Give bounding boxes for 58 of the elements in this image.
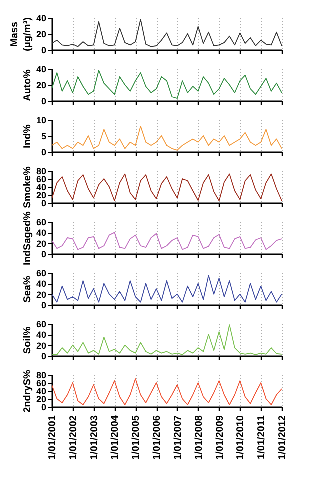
y-tick-label: 60: [36, 174, 46, 184]
y-tick-label: 10: [36, 116, 46, 126]
x-tick-label: 1/01/2009: [214, 415, 226, 460]
y-tick-label: 40: [36, 330, 46, 340]
x-tick-label: 1/01/2002: [68, 415, 80, 460]
y-tick-label: 40: [36, 14, 46, 24]
x-tick-label: 1/01/2005: [131, 415, 142, 460]
y-tick-label: 20: [36, 340, 46, 351]
y-tick-label: 40: [36, 64, 46, 74]
line-series: [52, 70, 282, 100]
y-tick-label: 20: [36, 238, 46, 249]
y-tick-label: 5: [41, 132, 46, 142]
y-tick-label: 80: [36, 166, 46, 176]
y-tick-label: 0: [41, 300, 46, 310]
line-series: [52, 275, 282, 303]
line-series: [52, 378, 282, 406]
y-axis-title: Sea%: [22, 276, 34, 303]
y-tick-label: 0: [41, 148, 46, 158]
y-tick-label: 20: [36, 394, 46, 404]
y-tick-label: 40: [36, 279, 46, 290]
y-tick-label: 40: [36, 228, 46, 238]
y-tick-label: 60: [36, 268, 46, 278]
x-tick-label: 1/01/2004: [110, 415, 122, 460]
line-series: [52, 232, 282, 250]
x-tick-label: 1/01/2007: [172, 415, 184, 460]
line-series: [52, 126, 282, 151]
y-tick-label: 60: [36, 218, 46, 228]
y-tick-label: 80: [36, 370, 46, 380]
y-axis-title: 2ndryS%: [22, 370, 34, 413]
y-tick-label: 0: [41, 250, 46, 260]
y-axis-title: Auto%: [22, 70, 34, 102]
y-tick-label: 0: [41, 96, 46, 106]
y-tick-label: 20: [36, 190, 46, 200]
x-tick-label: 1/01/2006: [152, 415, 164, 460]
y-tick-label: 0: [41, 402, 46, 412]
line-series: [52, 174, 282, 202]
y-axis-title: Mass (μg/m³): [9, 18, 34, 52]
x-tick-label: 1/01/2008: [194, 415, 205, 460]
y-axis-title: IndSaged%: [22, 211, 34, 266]
y-tick-label: 20: [36, 290, 46, 300]
y-tick-label: 60: [36, 320, 46, 330]
y-axis-title: Soil%: [22, 326, 34, 354]
y-axis-title: Smoke%: [22, 166, 34, 208]
y-tick-label: 20: [36, 30, 46, 40]
line-series: [52, 19, 282, 48]
y-tick-label: 0: [41, 352, 46, 362]
y-tick-label: 0: [41, 46, 46, 56]
x-tick-label: 1/01/2001: [48, 415, 58, 460]
y-tick-label: 0: [41, 198, 46, 208]
x-tick-label: 1/01/2003: [89, 415, 100, 460]
y-tick-label: 40: [36, 386, 46, 396]
x-tick-label: 1/01/2010: [236, 415, 247, 460]
x-tick-label: 1/01/2012: [278, 415, 288, 460]
y-axis-title: Ind%: [22, 124, 34, 148]
y-tick-label: 60: [36, 378, 46, 388]
y-tick-label: 40: [36, 182, 46, 192]
y-tick-label: 20: [36, 80, 46, 90]
x-tick-label: 1/01/2011: [256, 415, 268, 460]
